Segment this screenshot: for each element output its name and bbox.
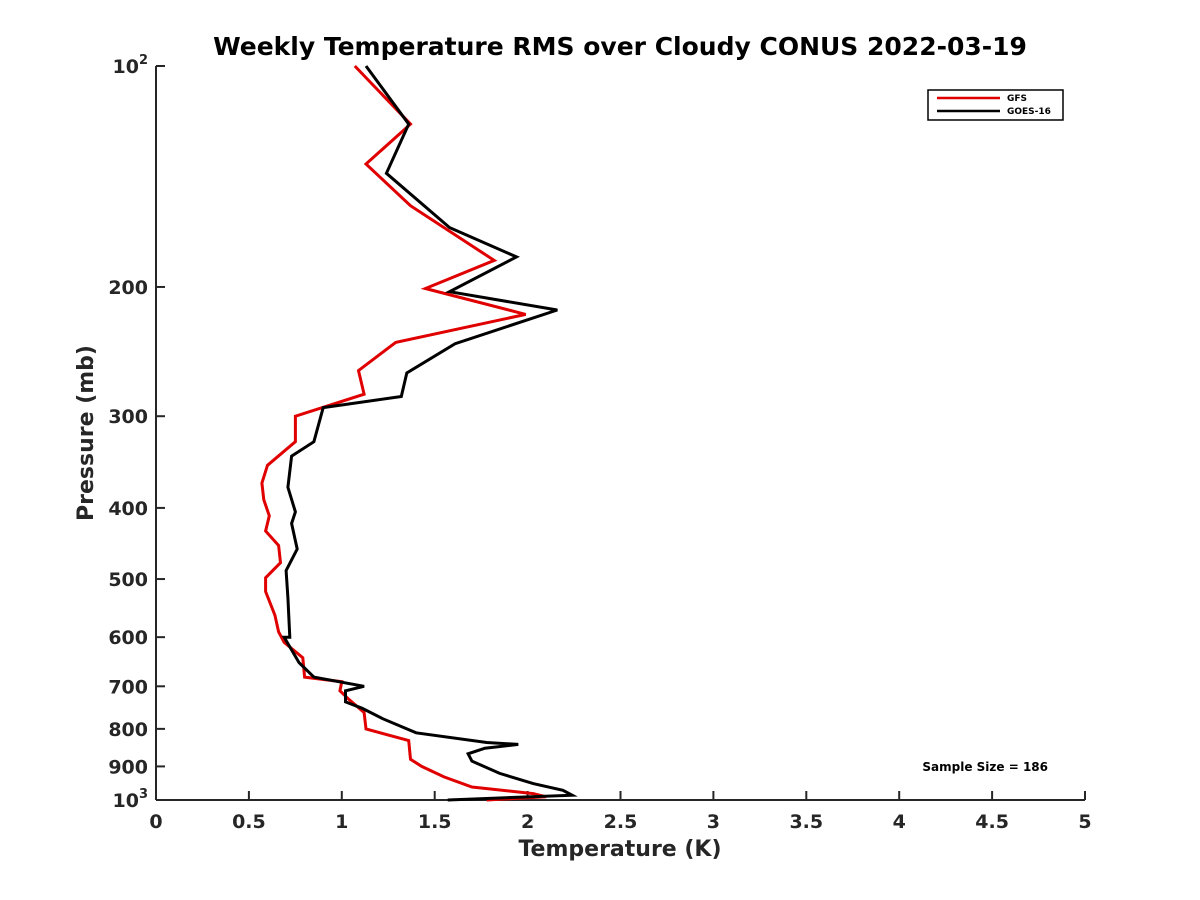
x-tick-label: 0 bbox=[149, 811, 162, 833]
x-tick-label: 1.5 bbox=[418, 811, 452, 833]
y-tick-label: 500 bbox=[108, 569, 148, 591]
y-tick-label: 800 bbox=[108, 719, 148, 741]
y-tick-label: 200 bbox=[108, 277, 148, 299]
legend-box bbox=[927, 89, 1064, 121]
y-axis-ticks: 102 200 300 400 500 600 700 800 900 103 bbox=[108, 53, 165, 812]
series-layer bbox=[260, 64, 578, 802]
x-tick-label: 0.5 bbox=[232, 811, 266, 833]
x-tick-label: 2 bbox=[521, 811, 534, 833]
y-tick-label: 102 bbox=[113, 53, 149, 78]
x-tick-label: 3.5 bbox=[789, 811, 823, 833]
x-tick-label: 4.5 bbox=[975, 811, 1009, 833]
x-axis-ticks: 0 0.5 1 1.5 2 2.5 3 3.5 4 4.5 5 bbox=[149, 791, 1092, 833]
x-axis-label: Temperature (K) bbox=[518, 837, 721, 862]
y-tick-label: 900 bbox=[108, 756, 148, 778]
x-tick-label: 3 bbox=[707, 811, 720, 833]
legend: GFS GOES-16 bbox=[927, 89, 1064, 121]
series-line-gfs bbox=[260, 64, 547, 802]
x-tick-label: 4 bbox=[893, 811, 906, 833]
sample-size-annotation: Sample Size = 186 bbox=[922, 760, 1048, 774]
x-tick-label: 5 bbox=[1078, 811, 1091, 833]
y-tick-label: 400 bbox=[108, 498, 148, 520]
chart-title: Weekly Temperature RMS over Cloudy CONUS… bbox=[213, 32, 1027, 61]
y-tick-label: 300 bbox=[108, 406, 148, 428]
legend-label-gfs: GFS bbox=[1007, 94, 1027, 104]
y-tick-label: 600 bbox=[108, 627, 148, 649]
y-axis-label: Pressure (mb) bbox=[74, 345, 99, 521]
legend-label-goes16: GOES-16 bbox=[1007, 107, 1051, 117]
y-tick-label: 700 bbox=[108, 676, 148, 698]
y-tick-label: 103 bbox=[113, 787, 149, 812]
x-tick-label: 2.5 bbox=[604, 811, 638, 833]
x-tick-label: 1 bbox=[335, 811, 348, 833]
series-line-goes16 bbox=[281, 65, 578, 802]
